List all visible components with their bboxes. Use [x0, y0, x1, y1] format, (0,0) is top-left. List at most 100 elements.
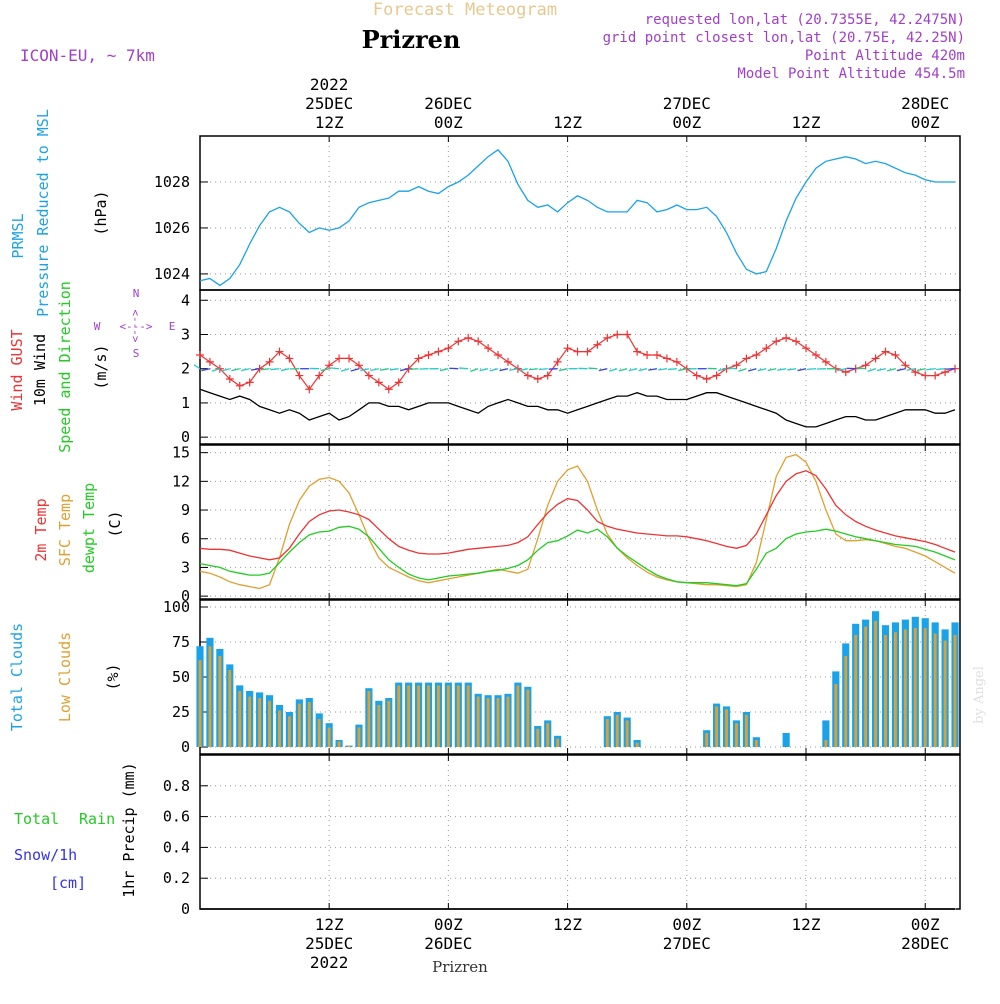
wind-gust-marker [395, 378, 403, 386]
low-cloud-bar [944, 641, 947, 747]
wind-direction-arrow [241, 369, 249, 371]
low-cloud-bar [884, 635, 887, 747]
time-label: 27DEC [663, 94, 711, 113]
low-cloud-bar [507, 697, 510, 747]
wind-direction-arrow [798, 369, 806, 371]
wind-gust-marker [285, 354, 293, 362]
temperature-panel-frame [200, 445, 960, 599]
wind-speed-line [200, 389, 955, 427]
speed-direction-label: Speed and Direction [56, 281, 74, 453]
wind-gust-marker [574, 348, 582, 356]
wind-gust-marker [583, 348, 591, 356]
wind-gust-marker [434, 348, 442, 356]
time-label: 2022 [310, 75, 349, 94]
low-cloud-bar [318, 719, 321, 747]
wind-direction-arrow [194, 365, 200, 369]
temp-unit-label: (C) [106, 510, 124, 537]
wind-direction-arrow [370, 369, 379, 371]
wind-gust-marker [802, 344, 810, 352]
y-tick-label: 0 [181, 738, 190, 756]
compass-n: N [133, 287, 140, 300]
wind-direction-arrow [281, 369, 289, 371]
low-cloud-bar [745, 715, 748, 747]
time-label: 2022 [310, 953, 349, 972]
wind-gust-marker [236, 382, 244, 390]
low-cloud-bar [209, 646, 212, 747]
wind-unit-label: (m/s) [92, 344, 110, 389]
wind-direction-arrow [380, 369, 389, 370]
low-cloud-bar [626, 720, 629, 747]
low-cloud-bar [516, 685, 519, 747]
wind-gust-marker [931, 372, 939, 380]
snow-label: Snow/1h [14, 846, 77, 864]
y-tick-label: 25 [172, 703, 190, 721]
time-label: 28DEC [901, 94, 949, 113]
clouds-unit-label: (%) [104, 663, 122, 690]
prmsl-label: PRMSL [9, 213, 27, 258]
time-label: 26DEC [424, 934, 472, 953]
wind-direction-arrow [470, 369, 478, 372]
y-tick-label: 0 [181, 900, 190, 918]
wind-gust-marker [872, 354, 880, 362]
wind-direction-arrow [926, 369, 935, 370]
time-label: 00Z [911, 113, 940, 132]
wind-direction-arrow [321, 369, 329, 371]
precip-unit-label: 1hr Precip (mm) [120, 762, 138, 897]
model-label: ICON-EU, ~ 7km [20, 46, 155, 65]
y-tick-label: 3 [181, 325, 190, 343]
time-label: 12Z [315, 113, 344, 132]
y-tick-label: 100 [163, 598, 190, 616]
low-cloud-bar [924, 628, 927, 747]
wind-direction-arrow [271, 369, 280, 370]
wind-gust-marker [246, 378, 254, 386]
low-cloud-bar [457, 685, 460, 747]
wind-gust-marker [663, 354, 671, 362]
low-cloud-bar [298, 704, 301, 747]
wind-gust-marker [881, 348, 889, 356]
wind-direction-arrow [440, 369, 448, 371]
wind-direction-arrow [728, 368, 737, 369]
low-cloud-bar [447, 685, 450, 747]
wind-direction-arrow [887, 369, 895, 371]
time-label: 00Z [434, 915, 463, 934]
wind-direction-arrow [868, 369, 876, 372]
total-label: Total [14, 810, 59, 828]
low-cloud-bar [497, 698, 500, 747]
time-label: 12Z [553, 915, 582, 934]
low-cloud-bar [228, 670, 231, 747]
wind-direction-arrow [678, 369, 686, 371]
time-label: 25DEC [305, 94, 353, 113]
wind-direction-arrow [410, 369, 419, 370]
temp-2m-label: 2m Temp [32, 498, 50, 561]
y-tick-label: 1024 [154, 265, 190, 283]
total-cloud-bar [783, 733, 790, 747]
wind-gust-marker [673, 358, 681, 366]
wind-gust-marker [752, 351, 760, 359]
time-label: 00Z [672, 915, 701, 934]
wind-gust-marker [633, 348, 641, 356]
low-cloud-bar [338, 741, 341, 747]
low-cloud-bar [536, 729, 539, 747]
wind-gust-marker [335, 354, 343, 362]
wind-direction-arrow [351, 369, 359, 371]
y-tick-label: 75 [172, 633, 190, 651]
wind-gust-marker [742, 354, 750, 362]
low-cloud-bar [715, 706, 718, 747]
low-cloud-bar [199, 660, 202, 747]
wind-gust-marker [494, 351, 502, 359]
wind-gust-line [200, 335, 955, 390]
wind-gust-marker [653, 351, 661, 359]
dewpt-temp-line [200, 526, 955, 585]
low-cloud-bar [914, 628, 917, 747]
wind-gust-marker [703, 375, 711, 383]
low-cloud-bar [546, 723, 549, 747]
low-cloud-bar [288, 716, 291, 747]
compass-ew-arrow: <---> [119, 320, 152, 333]
low-cloud-bar [367, 691, 370, 747]
wind-direction-arrow [459, 368, 468, 369]
low-cloud-bar [348, 746, 351, 747]
wind-direction-arrow [857, 368, 866, 369]
low-cloud-bar [437, 685, 440, 747]
